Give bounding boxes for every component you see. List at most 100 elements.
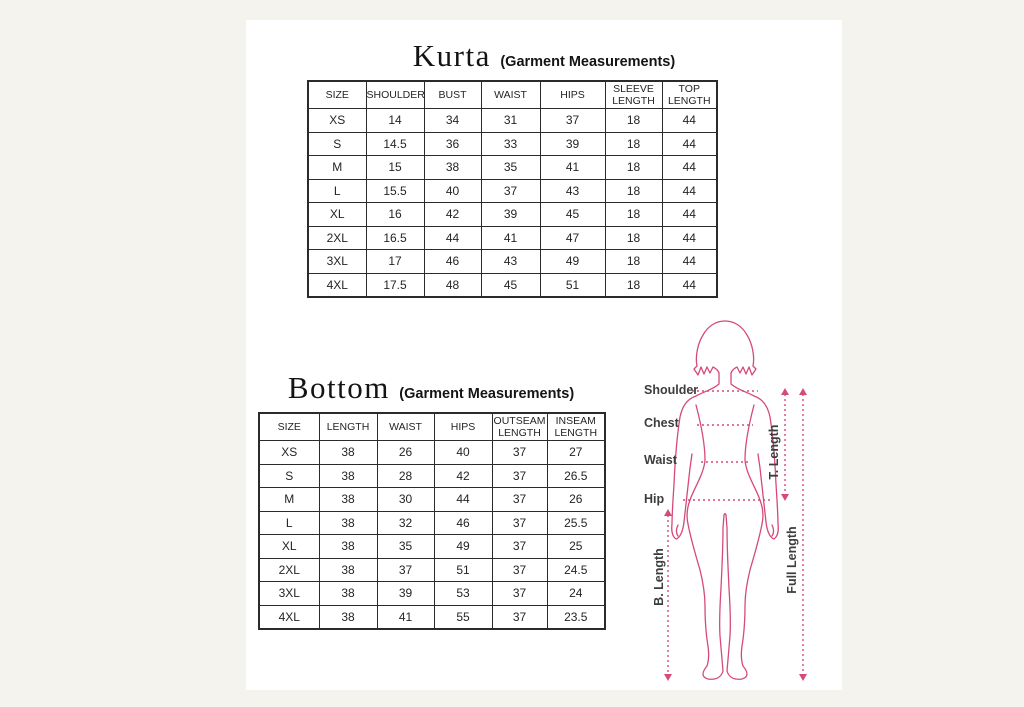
measurement-cell: 44 xyxy=(661,249,718,274)
measurement-cell: 41 xyxy=(480,225,541,250)
measurement-cell: 42 xyxy=(433,463,493,488)
measurement-cell: 55 xyxy=(433,604,493,630)
size-cell: L xyxy=(258,510,320,535)
size-cell: 3XL xyxy=(307,249,367,274)
measurement-cell: 24.5 xyxy=(546,557,606,582)
measurement-cell: 43 xyxy=(539,178,606,203)
measurement-cell: 17 xyxy=(365,249,425,274)
measurement-cell: 44 xyxy=(423,225,482,250)
size-cell: S xyxy=(258,463,320,488)
column-header: TOP LENGTH xyxy=(661,80,718,109)
table-row: 4XL 17.5 48 45 51 18 44 xyxy=(307,272,718,298)
chest-label: Chest xyxy=(644,416,679,430)
measurement-cell: 18 xyxy=(604,225,663,250)
measurement-cell: 37 xyxy=(480,178,541,203)
measurement-cell: 44 xyxy=(661,202,718,227)
measurement-cell: 17.5 xyxy=(365,272,425,298)
measurement-cell: 49 xyxy=(433,534,493,559)
table-row: M 15 38 35 41 18 44 xyxy=(307,155,718,180)
header-row: SIZE LENGTH WAIST HIPS OUTSEAM LENGTH INSEAM … xyxy=(258,412,606,441)
size-cell: XL xyxy=(258,534,320,559)
size-cell: S xyxy=(307,131,367,156)
size-cell: 4XL xyxy=(307,272,367,298)
measurement-cell: 18 xyxy=(604,249,663,274)
table-row: 3XL 38 39 53 37 24 xyxy=(258,581,606,606)
column-header: SHOULDER xyxy=(365,80,425,109)
body-measurement-figure: Shoulder Chest Waist Hip T. Length Full … xyxy=(630,312,830,690)
header-row: SIZE SHOULDER BUST WAIST HIPS SLEEVE LENGTH TO… xyxy=(307,80,718,109)
measurement-cell: 43 xyxy=(480,249,541,274)
measurement-cell: 44 xyxy=(661,225,718,250)
measurement-cell: 40 xyxy=(423,178,482,203)
measurement-cell: 49 xyxy=(539,249,606,274)
full-length-label: Full Length xyxy=(785,526,799,594)
column-header: SLEEVE LENGTH xyxy=(604,80,663,109)
bottom-section-title: Bottom (Garment Measurements) xyxy=(258,370,604,406)
size-cell: L xyxy=(307,178,367,203)
measurement-cell: 37 xyxy=(491,604,548,630)
measurement-cell: 15 xyxy=(365,155,425,180)
measurement-cell: 39 xyxy=(539,131,606,156)
table-row: 2XL 16.5 44 41 47 18 44 xyxy=(307,225,718,250)
size-cell: 2XL xyxy=(307,225,367,250)
measurement-cell: 45 xyxy=(480,272,541,298)
measurement-cell: 37 xyxy=(491,440,548,465)
column-header: WAIST xyxy=(480,80,541,109)
table-row: XS 38 26 40 37 27 xyxy=(258,440,606,465)
column-header: BUST xyxy=(423,80,482,109)
measurement-cell: 44 xyxy=(661,131,718,156)
measurement-cell: 38 xyxy=(318,534,378,559)
measurement-cell: 44 xyxy=(661,108,718,133)
table-row: 3XL 17 46 43 49 18 44 xyxy=(307,249,718,274)
size-cell: XS xyxy=(307,108,367,133)
measurement-cell: 44 xyxy=(661,272,718,298)
column-header: LENGTH xyxy=(318,412,378,441)
measurement-cell: 42 xyxy=(423,202,482,227)
measurement-cell: 38 xyxy=(318,487,378,512)
measurement-cell: 16 xyxy=(365,202,425,227)
size-cell: XL xyxy=(307,202,367,227)
measurement-cell: 23.5 xyxy=(546,604,606,630)
measurement-cell: 45 xyxy=(539,202,606,227)
shoulder-label: Shoulder xyxy=(644,383,699,397)
size-cell: M xyxy=(307,155,367,180)
table-row: L 15.5 40 37 43 18 44 xyxy=(307,178,718,203)
measurement-cell: 25 xyxy=(546,534,606,559)
measurement-cell: 38 xyxy=(318,581,378,606)
measurement-cell: 37 xyxy=(491,557,548,582)
table-row: XL 16 42 39 45 18 44 xyxy=(307,202,718,227)
waist-label: Waist xyxy=(644,453,677,467)
column-header: WAIST xyxy=(376,412,435,441)
measurement-cell: 18 xyxy=(604,202,663,227)
column-header: SIZE xyxy=(258,412,320,441)
measurement-cell: 25.5 xyxy=(546,510,606,535)
measurement-cell: 38 xyxy=(423,155,482,180)
measurement-cell: 46 xyxy=(433,510,493,535)
measurement-cell: 38 xyxy=(318,440,378,465)
measurement-cell: 37 xyxy=(491,534,548,559)
column-header: INSEAM LENGTH xyxy=(546,412,606,441)
measurement-cell: 40 xyxy=(433,440,493,465)
b-length-label: B. Length xyxy=(652,548,666,606)
size-cell: XS xyxy=(258,440,320,465)
measurement-cell: 37 xyxy=(491,487,548,512)
measurement-cell: 28 xyxy=(376,463,435,488)
size-cell: M xyxy=(258,487,320,512)
bottom-measurements-table: SIZE LENGTH WAIST HIPS OUTSEAM LENGTH INSEAM … xyxy=(258,412,606,630)
measurement-cell: 39 xyxy=(376,581,435,606)
bottom-title-subtitle: (Garment Measurements) xyxy=(399,386,575,402)
measurement-cell: 37 xyxy=(491,581,548,606)
table-row: L 38 32 46 37 25.5 xyxy=(258,510,606,535)
measurement-cell: 37 xyxy=(491,463,548,488)
measurement-cell: 48 xyxy=(423,272,482,298)
measurement-cell: 35 xyxy=(480,155,541,180)
kurta-measurements-table: SIZE SHOULDER BUST WAIST HIPS SLEEVE LENGTH TO… xyxy=(307,80,718,298)
kurta-title-text: Kurta xyxy=(412,38,491,73)
measurement-cell: 31 xyxy=(480,108,541,133)
measurement-cell: 18 xyxy=(604,155,663,180)
measurement-cell: 27 xyxy=(546,440,606,465)
measurement-cell: 37 xyxy=(376,557,435,582)
measurement-cell: 36 xyxy=(423,131,482,156)
measurement-cell: 38 xyxy=(318,604,378,630)
